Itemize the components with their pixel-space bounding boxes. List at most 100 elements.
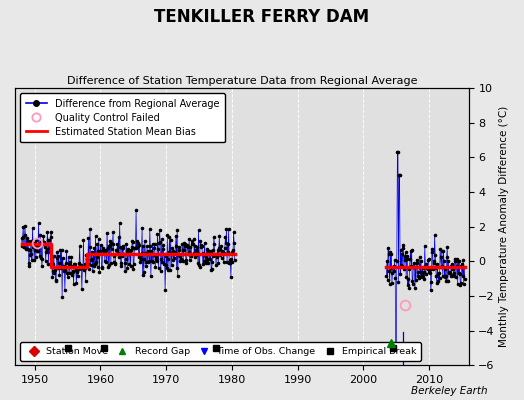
- Point: [119, 242, 127, 249]
- Point: [230, 229, 238, 236]
- Point: [36, 253, 44, 259]
- Point: [167, 237, 175, 244]
- Point: [400, 266, 408, 272]
- Point: [193, 244, 202, 250]
- Point: [456, 271, 464, 278]
- Point: [188, 241, 196, 248]
- Point: [108, 241, 117, 248]
- Point: [91, 261, 99, 267]
- Point: [201, 260, 210, 266]
- Point: [439, 272, 447, 279]
- Point: [123, 248, 131, 254]
- Point: [111, 260, 119, 267]
- Point: [447, 263, 455, 269]
- Point: [429, 257, 438, 264]
- Point: [17, 235, 26, 242]
- Point: [192, 252, 201, 258]
- Point: [88, 249, 96, 256]
- Point: [457, 263, 466, 269]
- Point: [105, 242, 114, 248]
- Point: [97, 242, 105, 248]
- Point: [19, 224, 27, 230]
- Point: [73, 268, 82, 274]
- Point: [122, 241, 130, 247]
- Point: [228, 259, 236, 265]
- Point: [407, 262, 416, 269]
- Point: [385, 268, 394, 275]
- Point: [207, 267, 215, 273]
- Point: [195, 262, 203, 268]
- Point: [24, 238, 32, 244]
- Point: [416, 274, 424, 280]
- Point: [59, 255, 67, 261]
- Point: [190, 250, 199, 256]
- Point: [28, 224, 37, 231]
- Point: [389, 263, 397, 270]
- Point: [433, 261, 442, 268]
- Point: [116, 260, 125, 266]
- Point: [101, 258, 109, 264]
- Point: [27, 251, 36, 258]
- Point: [200, 239, 209, 246]
- Point: [107, 240, 116, 246]
- Point: [56, 260, 64, 266]
- Point: [117, 262, 125, 269]
- Point: [221, 234, 230, 240]
- Point: [95, 268, 104, 275]
- Point: [165, 234, 173, 240]
- Point: [219, 250, 227, 257]
- Point: [20, 244, 28, 250]
- Point: [30, 247, 39, 253]
- Point: [182, 257, 191, 263]
- Point: [128, 238, 136, 244]
- Point: [92, 259, 100, 266]
- Point: [454, 258, 462, 264]
- Point: [394, 279, 402, 286]
- Point: [436, 254, 445, 260]
- Point: [50, 253, 58, 260]
- Point: [43, 229, 51, 235]
- Point: [66, 258, 74, 265]
- Point: [102, 247, 110, 254]
- Point: [86, 262, 95, 268]
- Point: [176, 257, 184, 264]
- Point: [33, 244, 41, 250]
- Point: [406, 248, 414, 254]
- Point: [144, 258, 152, 265]
- Point: [436, 246, 444, 252]
- Point: [383, 258, 391, 265]
- Point: [18, 242, 26, 249]
- Point: [63, 270, 71, 276]
- Point: [216, 252, 224, 258]
- Point: [433, 280, 441, 286]
- Point: [126, 263, 135, 270]
- Point: [416, 254, 424, 260]
- Point: [418, 264, 427, 271]
- Point: [413, 260, 421, 266]
- Point: [422, 261, 431, 268]
- Point: [137, 256, 145, 262]
- Point: [454, 270, 463, 277]
- Point: [160, 261, 168, 267]
- Point: [387, 250, 396, 257]
- Point: [101, 248, 110, 254]
- Point: [80, 261, 89, 267]
- Point: [174, 252, 182, 258]
- Point: [64, 270, 72, 276]
- Point: [104, 264, 112, 270]
- Point: [150, 241, 159, 247]
- Point: [206, 256, 214, 262]
- Point: [391, 350, 400, 356]
- Point: [191, 254, 200, 260]
- Point: [411, 285, 419, 291]
- Point: [412, 256, 421, 263]
- Point: [445, 270, 453, 276]
- Point: [228, 249, 237, 255]
- Point: [146, 226, 154, 233]
- Point: [183, 242, 191, 248]
- Point: [27, 237, 35, 244]
- Point: [179, 258, 188, 264]
- Point: [408, 278, 417, 284]
- Point: [90, 245, 99, 252]
- Point: [141, 250, 149, 256]
